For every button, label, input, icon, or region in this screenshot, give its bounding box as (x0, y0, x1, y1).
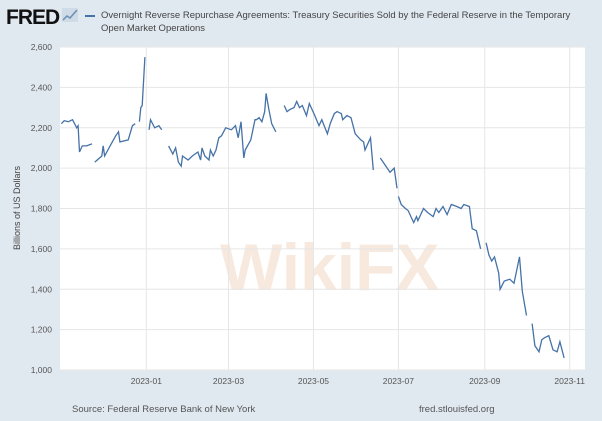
x-tick-label: 2023-07 (383, 376, 414, 386)
y-tick-label: 1,800 (31, 204, 53, 214)
x-tick-label: 2023-11 (554, 376, 585, 386)
y-tick-label: 1,600 (31, 244, 53, 254)
x-tick-label: 2023-05 (298, 376, 329, 386)
series-line-segment (283, 99, 374, 171)
chart-title: Overnight Reverse Repurchase Agreements:… (101, 10, 571, 34)
fred-logo[interactable]: FRED (6, 6, 60, 29)
series-line-segment (379, 157, 398, 189)
series-line-segment (148, 117, 163, 131)
y-tick-label: 2,200 (31, 123, 53, 133)
x-tick-label: 2023-09 (469, 376, 500, 386)
y-axis-label: Billions of US Dollars (12, 165, 22, 250)
series-line-segment (397, 196, 482, 250)
y-tick-label: 2,000 (31, 163, 53, 173)
fred-url[interactable]: fred.stlouisfed.org (419, 404, 495, 415)
series-line-segment (531, 323, 565, 359)
series-line-segment (168, 93, 277, 168)
source-note: Source: Federal Reserve Bank of New York (72, 404, 256, 415)
x-tick-label: 2023-01 (131, 376, 162, 386)
y-tick-label: 2,400 (31, 82, 53, 92)
series-line-segment (485, 242, 528, 316)
legend-swatch (85, 15, 95, 17)
series-line-segment (60, 118, 93, 153)
x-tick-label: 2023-03 (213, 376, 244, 386)
y-tick-label: 2,600 (31, 42, 53, 52)
y-tick-label: 1,400 (31, 284, 53, 294)
watermark: WikiFX (220, 230, 439, 304)
y-tick-label: 1,000 (31, 365, 53, 375)
y-tick-label: 1,200 (31, 325, 53, 335)
chart-logo-icon (62, 8, 78, 22)
series-line-segment (94, 123, 136, 163)
series-line-segment (138, 57, 146, 122)
